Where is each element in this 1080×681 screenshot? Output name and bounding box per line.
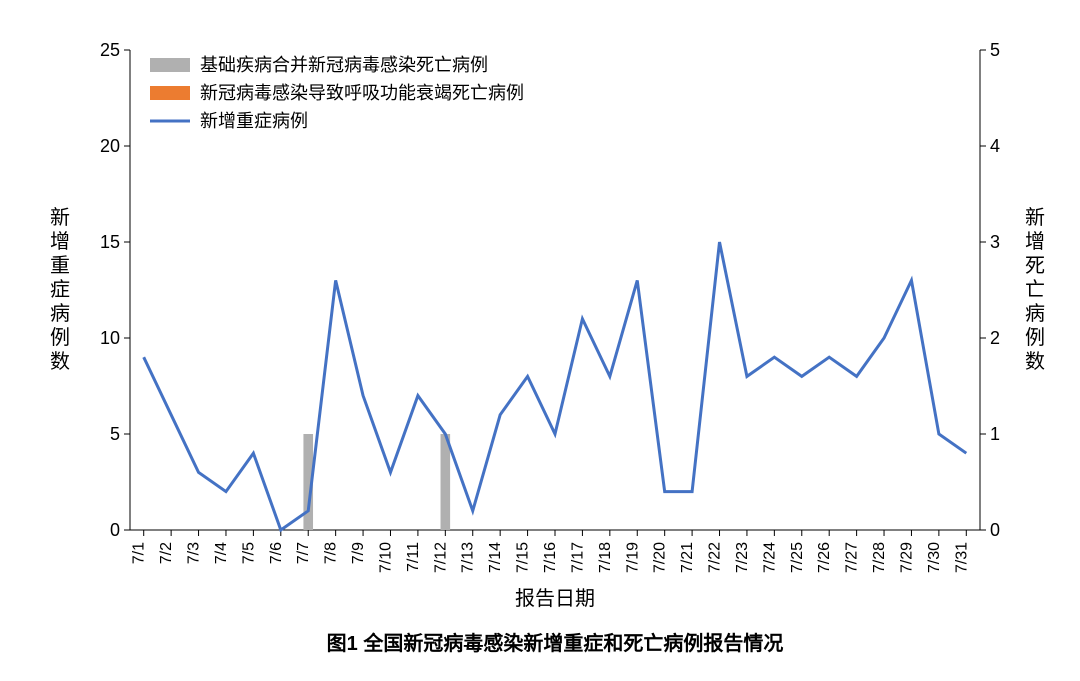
svg-text:重: 重 xyxy=(50,254,70,277)
y-axis-right-title: 新增死亡病例数 xyxy=(1025,206,1045,373)
x-tick-label: 7/27 xyxy=(844,542,861,573)
svg-text:例: 例 xyxy=(1025,326,1045,349)
x-tick-label: 7/4 xyxy=(213,542,230,564)
legend-swatch xyxy=(150,86,190,100)
x-tick-label: 7/6 xyxy=(268,542,285,564)
y-right-tick-label: 1 xyxy=(990,424,1000,444)
x-tick-label: 7/10 xyxy=(377,542,394,573)
x-tick-label: 7/15 xyxy=(515,542,532,573)
x-tick-label: 7/23 xyxy=(734,542,751,573)
legend-label: 基础疾病合并新冠病毒感染死亡病例 xyxy=(200,55,488,75)
x-tick-label: 7/12 xyxy=(432,542,449,573)
x-tick-label: 7/21 xyxy=(679,542,696,573)
y-left-tick-label: 15 xyxy=(100,232,120,252)
x-tick-label: 7/17 xyxy=(569,542,586,573)
x-tick-label: 7/29 xyxy=(898,542,915,573)
svg-text:增: 增 xyxy=(1025,230,1045,253)
x-tick-label: 7/7 xyxy=(295,542,312,564)
y-left-tick-label: 5 xyxy=(110,424,120,444)
x-tick-label: 7/18 xyxy=(597,542,614,573)
y-left-tick-label: 25 xyxy=(100,40,120,60)
svg-text:新: 新 xyxy=(1025,206,1045,229)
x-tick-label: 7/16 xyxy=(542,542,559,573)
x-tick-label: 7/1 xyxy=(131,542,148,564)
x-tick-label: 7/28 xyxy=(871,542,888,573)
x-tick-label: 7/8 xyxy=(323,542,340,564)
x-tick-label: 7/20 xyxy=(652,542,669,573)
svg-text:症: 症 xyxy=(50,278,70,301)
svg-text:数: 数 xyxy=(1025,350,1045,373)
legend-label: 新冠病毒感染导致呼吸功能衰竭死亡病例 xyxy=(200,83,524,103)
svg-text:病: 病 xyxy=(50,302,70,325)
y-left-tick-label: 10 xyxy=(100,328,120,348)
y-left-tick-label: 20 xyxy=(100,136,120,156)
x-tick-label: 7/9 xyxy=(350,542,367,564)
y-right-tick-label: 4 xyxy=(990,136,1000,156)
y-left-tick-label: 0 xyxy=(110,520,120,540)
x-axis-title: 报告日期 xyxy=(515,587,595,610)
y-right-tick-label: 3 xyxy=(990,232,1000,252)
x-tick-label: 7/26 xyxy=(816,542,833,573)
line-series xyxy=(144,242,967,530)
legend-swatch xyxy=(150,58,190,72)
x-tick-label: 7/19 xyxy=(624,542,641,573)
x-tick-label: 7/22 xyxy=(707,542,724,573)
chart-container: 0 5 10 15 20 25 0 1 2 3 4 5 7/1 7/2 7/3 7/4 7/5 7/6 7/7 7/8… xyxy=(20,20,1060,661)
svg-text:数: 数 xyxy=(50,350,70,373)
x-tick-label: 7/24 xyxy=(761,542,778,573)
svg-text:新: 新 xyxy=(50,206,70,229)
y-right-tick-label: 0 xyxy=(990,520,1000,540)
x-tick-label: 7/31 xyxy=(953,542,970,573)
x-tick-label: 7/5 xyxy=(240,542,257,564)
svg-text:亡: 亡 xyxy=(1025,278,1045,301)
x-tick-label: 7/13 xyxy=(460,542,477,573)
x-tick-label: 7/3 xyxy=(186,542,203,564)
svg-text:增: 增 xyxy=(50,230,70,253)
bar xyxy=(441,434,451,530)
x-tick-label: 7/25 xyxy=(789,542,806,573)
x-tick-label: 7/14 xyxy=(487,542,504,573)
chart-caption: 图1 全国新冠病毒感染新增重症和死亡病例报告情况 xyxy=(327,631,784,655)
svg-text:病: 病 xyxy=(1025,302,1045,325)
x-tick-label: 7/11 xyxy=(405,542,422,572)
x-tick-label: 7/30 xyxy=(926,542,943,573)
y-axis-left-title: 新增重症病例数 xyxy=(50,206,70,373)
y-right-tick-label: 5 xyxy=(990,40,1000,60)
svg-text:例: 例 xyxy=(50,326,70,349)
y-right-tick-label: 2 xyxy=(990,328,1000,348)
svg-text:死: 死 xyxy=(1025,255,1045,277)
legend-label: 新增重症病例 xyxy=(200,111,308,131)
chart-svg: 0 5 10 15 20 25 0 1 2 3 4 5 7/1 7/2 7/3 7/4 7/5 7/6 7/7 7/8… xyxy=(20,20,1060,661)
x-tick-label: 7/2 xyxy=(158,542,175,564)
